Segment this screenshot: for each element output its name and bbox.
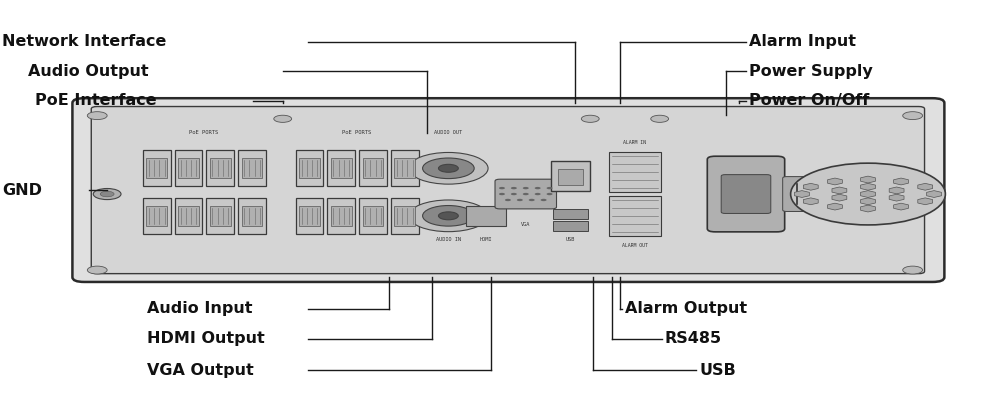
Text: Network Interface: Network Interface: [2, 34, 167, 49]
Text: PoE PORTS: PoE PORTS: [188, 130, 218, 135]
Circle shape: [511, 187, 517, 189]
Circle shape: [100, 191, 114, 197]
FancyBboxPatch shape: [721, 175, 771, 213]
Circle shape: [87, 266, 107, 274]
Bar: [553, 209, 588, 219]
Circle shape: [535, 187, 541, 189]
Bar: [299, 206, 319, 226]
Text: GND: GND: [2, 183, 42, 198]
Text: USB: USB: [565, 237, 575, 242]
Bar: [609, 152, 661, 192]
Circle shape: [423, 206, 474, 226]
Bar: [394, 206, 415, 226]
Bar: [299, 158, 319, 178]
Circle shape: [274, 115, 292, 122]
Bar: [466, 206, 506, 226]
Bar: [242, 158, 262, 178]
Bar: [558, 169, 583, 185]
Circle shape: [517, 199, 523, 201]
Text: PoE PORTS: PoE PORTS: [342, 130, 372, 135]
Text: Power On/Off: Power On/Off: [749, 93, 869, 109]
Circle shape: [791, 163, 945, 225]
Circle shape: [581, 115, 599, 122]
Bar: [327, 150, 355, 186]
Bar: [242, 206, 262, 226]
Bar: [210, 206, 230, 226]
FancyBboxPatch shape: [91, 107, 925, 274]
Bar: [551, 161, 590, 191]
Circle shape: [409, 152, 488, 184]
Bar: [359, 150, 387, 186]
Bar: [179, 158, 198, 178]
Bar: [238, 198, 266, 234]
Bar: [175, 198, 202, 234]
Bar: [362, 158, 383, 178]
FancyBboxPatch shape: [495, 179, 557, 209]
Circle shape: [547, 193, 553, 195]
Text: ALARM IN: ALARM IN: [623, 140, 647, 145]
Text: Audio Input: Audio Input: [147, 301, 252, 316]
Circle shape: [93, 188, 121, 200]
Bar: [391, 198, 419, 234]
Circle shape: [903, 112, 923, 120]
Bar: [296, 198, 323, 234]
Bar: [238, 150, 266, 186]
Circle shape: [541, 199, 547, 201]
Bar: [175, 150, 202, 186]
Text: AUDIO IN: AUDIO IN: [435, 237, 461, 242]
Bar: [210, 158, 230, 178]
Circle shape: [903, 266, 923, 274]
Bar: [147, 206, 167, 226]
Bar: [391, 150, 419, 186]
Bar: [362, 206, 383, 226]
Circle shape: [499, 187, 505, 189]
Circle shape: [535, 193, 541, 195]
Circle shape: [523, 187, 529, 189]
Bar: [394, 158, 415, 178]
Bar: [609, 196, 661, 236]
FancyBboxPatch shape: [72, 98, 944, 282]
FancyBboxPatch shape: [783, 177, 810, 211]
Circle shape: [523, 193, 529, 195]
Text: RS485: RS485: [665, 331, 722, 346]
Bar: [206, 150, 234, 186]
Bar: [330, 158, 351, 178]
Bar: [143, 198, 171, 234]
Text: VGA Output: VGA Output: [147, 363, 254, 378]
Circle shape: [438, 212, 458, 220]
Circle shape: [423, 158, 474, 179]
Text: Power Supply: Power Supply: [749, 64, 873, 79]
Bar: [330, 206, 351, 226]
Text: PoE Interface: PoE Interface: [35, 93, 157, 109]
Text: Alarm Output: Alarm Output: [625, 301, 747, 316]
Text: Audio Output: Audio Output: [28, 64, 149, 79]
Bar: [179, 206, 198, 226]
Bar: [327, 198, 355, 234]
Bar: [553, 221, 588, 231]
Bar: [147, 158, 167, 178]
Text: Alarm Input: Alarm Input: [749, 34, 856, 49]
Bar: [296, 150, 323, 186]
Circle shape: [87, 112, 107, 120]
Circle shape: [505, 199, 511, 201]
Bar: [143, 150, 171, 186]
Text: VGA: VGA: [521, 223, 531, 227]
Circle shape: [651, 115, 669, 122]
Circle shape: [409, 200, 488, 232]
FancyBboxPatch shape: [707, 156, 785, 232]
Circle shape: [547, 187, 553, 189]
Bar: [206, 198, 234, 234]
Circle shape: [529, 199, 535, 201]
Bar: [359, 198, 387, 234]
Text: ALARM OUT: ALARM OUT: [622, 243, 648, 248]
Text: HDMI Output: HDMI Output: [147, 331, 265, 346]
Text: USB: USB: [699, 363, 736, 378]
Text: AUDIO OUT: AUDIO OUT: [434, 130, 462, 135]
Circle shape: [511, 193, 517, 195]
Text: HDMI: HDMI: [480, 237, 492, 242]
Circle shape: [499, 193, 505, 195]
Circle shape: [438, 164, 458, 172]
